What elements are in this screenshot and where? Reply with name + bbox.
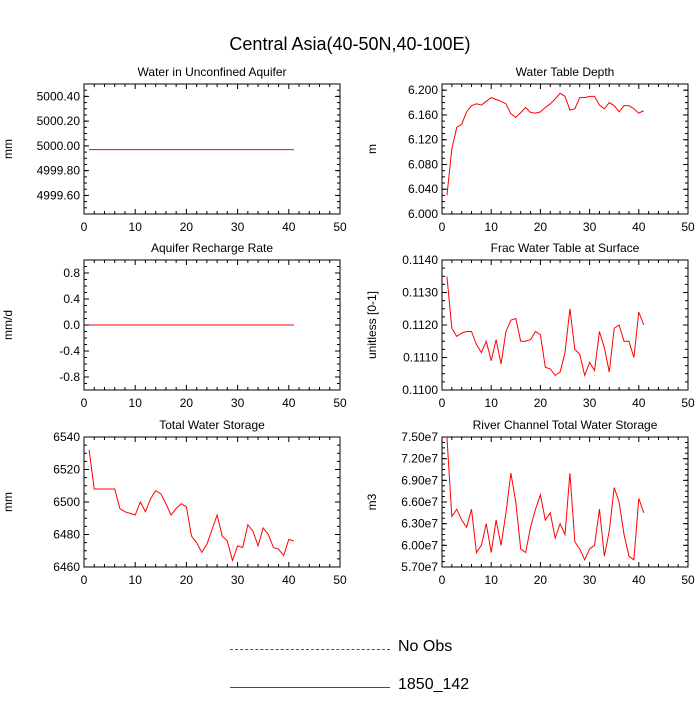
panel-5-title: Total Water Storage bbox=[159, 418, 265, 432]
panel-4-ylabel: unitless [0-1] bbox=[365, 291, 379, 359]
panel-6-xtick-label: 40 bbox=[632, 573, 646, 587]
panel-3-title: Aquifer Recharge Rate bbox=[151, 241, 273, 255]
panel-4-frame bbox=[441, 259, 689, 391]
panel-3-xtick-label: 10 bbox=[129, 396, 143, 410]
panel-2-ytick-label: 6.000 bbox=[408, 207, 438, 221]
panel-6-ylabel: m3 bbox=[365, 493, 379, 510]
panel-1-xtick-label: 10 bbox=[129, 220, 143, 234]
panel-5-xtick-label: 30 bbox=[231, 573, 245, 587]
panel-6-title: River Channel Total Water Storage bbox=[473, 418, 658, 432]
panel-2-title: Water Table Depth bbox=[516, 65, 615, 79]
panel-6-ytick-label: 7.20e7 bbox=[401, 452, 438, 466]
panel-4-xtick-label: 40 bbox=[632, 396, 646, 410]
panel-2-xtick-label: 0 bbox=[439, 220, 446, 234]
panel-2-ylabel: m bbox=[365, 144, 379, 154]
panel-6-ytick-label: 6.90e7 bbox=[401, 473, 438, 487]
panel-1-ytick-label: 5000.20 bbox=[37, 114, 81, 128]
main-title: Central Asia(40-50N,40-100E) bbox=[229, 34, 471, 54]
panel-6-ytick-label: 7.50e7 bbox=[401, 430, 438, 444]
panel-5-xtick-label: 20 bbox=[180, 573, 194, 587]
panel-6-ytick-label: 6.00e7 bbox=[401, 538, 438, 552]
panel-4-ytick-label: 0.1110 bbox=[403, 351, 438, 365]
panel-1-ytick-label: 4999.60 bbox=[37, 188, 81, 202]
panel-4-xtick-label: 50 bbox=[681, 396, 695, 410]
panel-3-xtick-label: 20 bbox=[180, 396, 194, 410]
panel-5-xtick-label: 0 bbox=[81, 573, 88, 587]
panel-3-ytick-label: 0.8 bbox=[63, 266, 80, 280]
panel-4-title: Frac Water Table at Surface bbox=[491, 241, 640, 255]
panel-6-series-line bbox=[446, 436, 645, 561]
panel-1-ytick-label: 4999.80 bbox=[37, 164, 81, 178]
panel-5-ytick-label: 6520 bbox=[53, 463, 80, 477]
panel-2-ytick-label: 6.080 bbox=[408, 157, 438, 171]
panel-2-xtick-label: 20 bbox=[534, 220, 548, 234]
panel-2-xtick-label: 30 bbox=[583, 220, 597, 234]
panel-1-ylabel: mm bbox=[1, 139, 15, 159]
panel-3-xtick-label: 0 bbox=[81, 396, 88, 410]
panel-3-ytick-label: -0.8 bbox=[59, 370, 80, 384]
panel-3-xtick-label: 30 bbox=[231, 396, 245, 410]
legend-label-1850-142: 1850_142 bbox=[398, 676, 470, 693]
panel-5-xtick-label: 50 bbox=[333, 573, 347, 587]
panel-4-xtick-label: 10 bbox=[485, 396, 499, 410]
panel-5-ytick-label: 6460 bbox=[53, 560, 80, 574]
panel-1-xtick-label: 30 bbox=[231, 220, 245, 234]
panel-5-ytick-label: 6480 bbox=[53, 528, 80, 542]
panel-1-frame bbox=[83, 83, 341, 215]
panel-4-ytick-label: 0.1140 bbox=[402, 253, 438, 267]
panel-1-xtick-label: 50 bbox=[333, 220, 347, 234]
panel-5-series-line bbox=[88, 449, 295, 563]
panel-2-ytick-label: 6.120 bbox=[408, 133, 438, 147]
panel-6-ytick-label: 6.30e7 bbox=[401, 517, 438, 531]
panel-5-xtick-label: 40 bbox=[282, 573, 296, 587]
panel-4-xtick-label: 20 bbox=[534, 396, 548, 410]
panel-5-xtick-label: 10 bbox=[129, 573, 143, 587]
panel-6-ytick-label: 6.60e7 bbox=[401, 495, 438, 509]
panel-2-xtick-label: 10 bbox=[485, 220, 499, 234]
panel-3-ylabel: mm/d bbox=[1, 310, 15, 340]
panel-3-xtick-label: 40 bbox=[282, 396, 296, 410]
panel-3-ytick-label: -0.4 bbox=[59, 344, 80, 358]
panel-5-frame bbox=[83, 436, 341, 568]
panel-3-ytick-label: 0.4 bbox=[63, 292, 80, 306]
panel-4-ytick-label: 0.1120 bbox=[402, 318, 438, 332]
legend-label-no-obs: No Obs bbox=[398, 638, 453, 655]
panel-4-xtick-label: 30 bbox=[583, 396, 597, 410]
panel-5-ytick-label: 6540 bbox=[53, 430, 80, 444]
panel-1-ytick-label: 5000.40 bbox=[37, 89, 81, 103]
panel-1-xtick-label: 20 bbox=[180, 220, 194, 234]
legend-item-no-obs: No Obs bbox=[230, 638, 550, 676]
panel-2-ytick-label: 6.160 bbox=[408, 108, 438, 122]
legend: No Obs 1850_142 bbox=[230, 638, 550, 714]
panel-2-series-line bbox=[446, 92, 644, 196]
panel-2-xtick-label: 40 bbox=[632, 220, 646, 234]
panel-1-xtick-label: 40 bbox=[282, 220, 296, 234]
panel-2-frame bbox=[441, 83, 689, 215]
panel-4-ytick-label: 0.1130 bbox=[402, 286, 438, 300]
panel-1-xtick-label: 0 bbox=[81, 220, 88, 234]
panel-6-xtick-label: 20 bbox=[534, 573, 548, 587]
panel-6-xtick-label: 50 bbox=[681, 573, 695, 587]
panel-6-xtick-label: 0 bbox=[439, 573, 446, 587]
panel-5-ytick-label: 6500 bbox=[53, 495, 80, 509]
panel-4-series-line bbox=[446, 276, 645, 378]
panel-6-ytick-label: 5.70e7 bbox=[401, 560, 438, 574]
panel-6-xtick-label: 30 bbox=[583, 573, 597, 587]
panel-2-ytick-label: 6.040 bbox=[408, 182, 438, 196]
legend-dashed-line bbox=[230, 649, 390, 650]
panel-5-ylabel: mm bbox=[1, 492, 15, 512]
panel-4-xtick-label: 0 bbox=[439, 396, 446, 410]
panel-2-xtick-label: 50 bbox=[681, 220, 695, 234]
panel-3-ytick-label: 0.0 bbox=[63, 318, 80, 332]
legend-item-1850-142: 1850_142 bbox=[230, 676, 550, 714]
panel-1-ytick-label: 5000.00 bbox=[37, 139, 81, 153]
panel-6-xtick-label: 10 bbox=[485, 573, 499, 587]
panel-4-ytick-label: 0.1100 bbox=[402, 383, 438, 397]
panel-6-frame bbox=[441, 436, 689, 568]
panel-2-ytick-label: 6.200 bbox=[408, 83, 438, 97]
panel-3-xtick-label: 50 bbox=[333, 396, 347, 410]
panel-1-title: Water in Unconfined Aquifer bbox=[138, 65, 287, 79]
legend-solid-line bbox=[230, 687, 390, 688]
